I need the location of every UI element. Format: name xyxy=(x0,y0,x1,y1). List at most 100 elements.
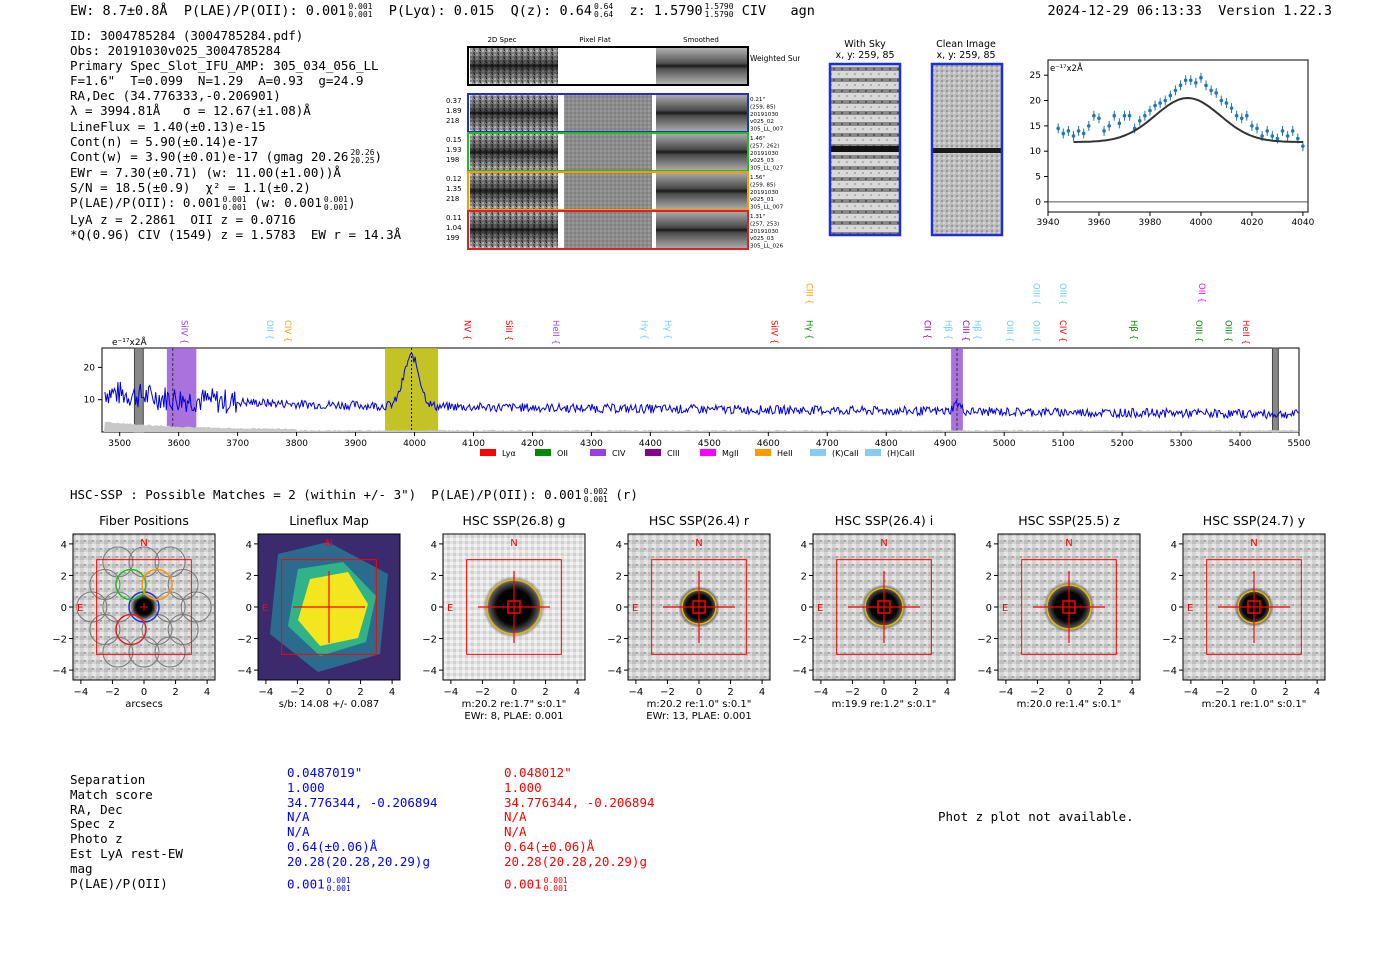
zoom-data-point xyxy=(1255,126,1259,131)
panel-xtick-label: 2 xyxy=(357,687,363,698)
zoom-ytick-label: 0 xyxy=(1035,198,1041,208)
imaging-panel: HSC SSP(24.7) y N E 4 2 0 −2 −4 −4 −2 0 2 4 m:20.1 re… xyxy=(1162,513,1326,710)
panel-xtick-label: 4 xyxy=(1314,687,1320,698)
col-header-smoothed: Smoothed xyxy=(683,36,719,44)
panel-ytick-label: −2 xyxy=(1162,635,1177,646)
zoom-data-point xyxy=(1143,113,1147,118)
line-id-label: OIII { xyxy=(1004,320,1014,342)
hsc-band: (r) xyxy=(615,487,638,502)
cutout-left-stat: 0.37 xyxy=(446,97,462,105)
panel-caption: arcsecs xyxy=(125,699,163,710)
zoom-data-point xyxy=(1127,113,1132,118)
panel-xtick-label: 4 xyxy=(944,687,950,698)
line-id-text: CIV { xyxy=(282,320,292,342)
panel-ytick-label: 4 xyxy=(801,540,807,551)
zoom-data-point xyxy=(1066,129,1071,133)
cutout-right-info: 1.46" xyxy=(750,136,765,142)
line-id-label: CIII { xyxy=(804,283,814,305)
north-label: N xyxy=(325,538,332,549)
panel-caption: EWr: 13, PLAE: 0.001 xyxy=(646,711,752,722)
line-id-text: OII { xyxy=(264,320,274,340)
zoom-xtick-label: 3980 xyxy=(1139,218,1162,228)
cutout-pixelflat xyxy=(564,173,652,209)
zoom-data-point xyxy=(1250,124,1254,128)
zoom-data-point xyxy=(1296,136,1300,141)
spec-xtick-label: 4200 xyxy=(521,439,544,449)
zoom-data-point xyxy=(1153,103,1157,108)
cutout-right-info: 305_LL_007 xyxy=(750,205,784,211)
panel-ytick-label: −4 xyxy=(1162,666,1177,677)
panel-xtick-label: 2 xyxy=(1097,687,1103,698)
imaging-panel: Fiber Positions N E 4 2 0 −2 −4 −4 −2 0 2 4 arcsecs xyxy=(52,513,216,710)
match-value-red: 0.001 0.001 0.001 xyxy=(504,875,568,893)
spec-xtick-label: 5100 xyxy=(1052,439,1075,449)
cutout-left-stat: 198 xyxy=(446,156,459,164)
summary-qciv: *Q(0.96) CIV (1549) z = 1.5783 EW r = 14… xyxy=(70,227,402,243)
line-id-text: Hγ { xyxy=(639,320,649,340)
cutout-left-stat: 1.93 xyxy=(446,146,462,154)
panel-xtick-label: −2 xyxy=(290,687,305,698)
full-spectrum-plot: SiIV {OII {CIV {NV {SiII {HeII {Hγ {Hγ {… xyxy=(84,283,1311,458)
cutout-right-info: (257, 253) xyxy=(750,221,779,227)
zoom-data-point xyxy=(1081,131,1086,136)
match-value-blue: 0.0487019" xyxy=(287,765,363,780)
search-box xyxy=(281,559,377,655)
search-box xyxy=(96,559,192,655)
match-value-blue: N/A xyxy=(287,824,310,840)
match-row-label: Match score xyxy=(70,786,153,802)
summary-plae-w: (w: 0.001 xyxy=(254,195,322,211)
fiber-red xyxy=(115,613,147,646)
header-right: 2024-12-29 06:13:33 Version 1.22.3 xyxy=(1048,3,1333,19)
legend-label: (K)CaII xyxy=(832,449,859,458)
spec-xtick-label: 5200 xyxy=(1111,439,1134,449)
panel-ytick-label: −2 xyxy=(422,635,437,646)
spectrum-trace xyxy=(104,352,1299,420)
line-id-text: Hβ { xyxy=(1128,320,1138,340)
legend-swatch xyxy=(755,449,771,456)
hsc-plae-lo: 0.001 xyxy=(583,494,608,504)
cutout-pixelflat xyxy=(564,95,652,131)
line-id-label: CIV { xyxy=(1057,320,1067,342)
east-label: E xyxy=(262,603,268,614)
panel-caption: EWr: 8, PLAE: 0.001 xyxy=(464,711,563,722)
zoom-data-point xyxy=(1199,75,1203,80)
z-lo: 1.5790 xyxy=(704,10,734,19)
summary-plae-w-lo: 0.001 xyxy=(323,202,348,212)
east-label: E xyxy=(817,603,823,614)
panel-xtick-label: 2 xyxy=(727,687,733,698)
cutout-right-info: 20191030 xyxy=(750,229,779,235)
panel-xtick-label: 4 xyxy=(204,687,210,698)
cutout-right-info: 1.56" xyxy=(750,175,765,181)
cutout-pixelflat xyxy=(564,212,652,248)
panel-ytick-label: 0 xyxy=(246,603,252,614)
panel-ytick-label: 0 xyxy=(986,603,992,614)
zoom-data-point xyxy=(1112,113,1117,118)
qz-value: Q(z): 0.64 xyxy=(510,3,592,19)
plae-hi: 0.001 xyxy=(348,2,373,11)
panel-ytick-label: −2 xyxy=(792,635,807,646)
contw-hi: 20.26 xyxy=(350,148,375,158)
zoom-ytick-label: 25 xyxy=(1030,71,1041,81)
panel-xtick-label: 0 xyxy=(511,687,517,698)
panel-title: Lineflux Map xyxy=(289,513,369,528)
line-id-label: Hγ { xyxy=(662,320,672,340)
panel-ytick-label: −4 xyxy=(792,666,807,677)
panel-ytick-label: 4 xyxy=(246,540,252,551)
hsc-summary: HSC-SSP : Possible Matches = 2 (within +… xyxy=(70,487,638,504)
panel-title: Fiber Positions xyxy=(99,513,189,528)
zoom-ytick-label: 5 xyxy=(1035,173,1041,183)
east-label: E xyxy=(77,603,83,614)
line-id-label: HeII { xyxy=(550,320,560,345)
fiber-orange xyxy=(141,568,173,601)
panel-ytick-label: −4 xyxy=(422,666,437,677)
legend-label: CIII xyxy=(667,449,680,458)
line-id-label: SiIV { xyxy=(179,320,189,344)
line-id-label: OII { xyxy=(264,320,274,340)
line-window-highlight xyxy=(166,348,197,432)
z-hi: 1.5790 xyxy=(704,2,734,11)
zoom-data-point xyxy=(1092,113,1096,118)
legend-swatch xyxy=(645,449,661,456)
line-id-text: HeII { xyxy=(1240,320,1250,345)
zoom-data-point xyxy=(1122,113,1127,118)
zoom-data-point xyxy=(1117,121,1122,126)
